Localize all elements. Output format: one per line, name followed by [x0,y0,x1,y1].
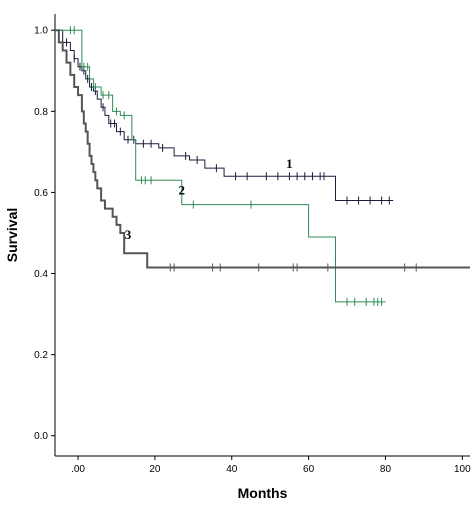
series-line [55,29,470,269]
x-tick-label: .00 [71,464,85,475]
y-ticks: 0.0 0.2 0.4 0.6 0.8 1.0 [34,26,55,442]
curve-label: 2 [179,182,186,197]
x-tick-label: 20 [149,464,161,475]
curve-label: 3 [125,227,132,242]
y-tick-label: 0.4 [34,269,48,280]
x-tick-label: 60 [303,464,315,475]
x-axis-title: Months [238,485,288,501]
y-tick-label: 1.0 [34,26,48,37]
series-line [55,29,386,303]
x-tick-label: 80 [380,464,392,475]
series-3 [55,29,470,272]
y-tick-label: 0.8 [34,107,48,118]
axes: .00 20 40 60 80 100 0.0 0.2 0.4 0.6 0.8 1.0 [34,14,471,475]
y-tick-label: 0.6 [34,188,48,199]
y-tick-label: 0.2 [34,350,48,361]
curve-labels: 1 2 3 [125,156,293,242]
series-2 [55,26,386,306]
series-line [55,29,394,202]
survival-curves [55,26,470,306]
x-ticks: .00 20 40 60 80 100 [71,456,471,475]
series-1 [55,29,394,205]
x-tick-label: 100 [454,464,471,475]
x-tick-label: 40 [226,464,238,475]
y-axis-title: Survival [4,208,20,262]
curve-label: 1 [286,156,293,171]
y-tick-label: 0.0 [34,431,48,442]
